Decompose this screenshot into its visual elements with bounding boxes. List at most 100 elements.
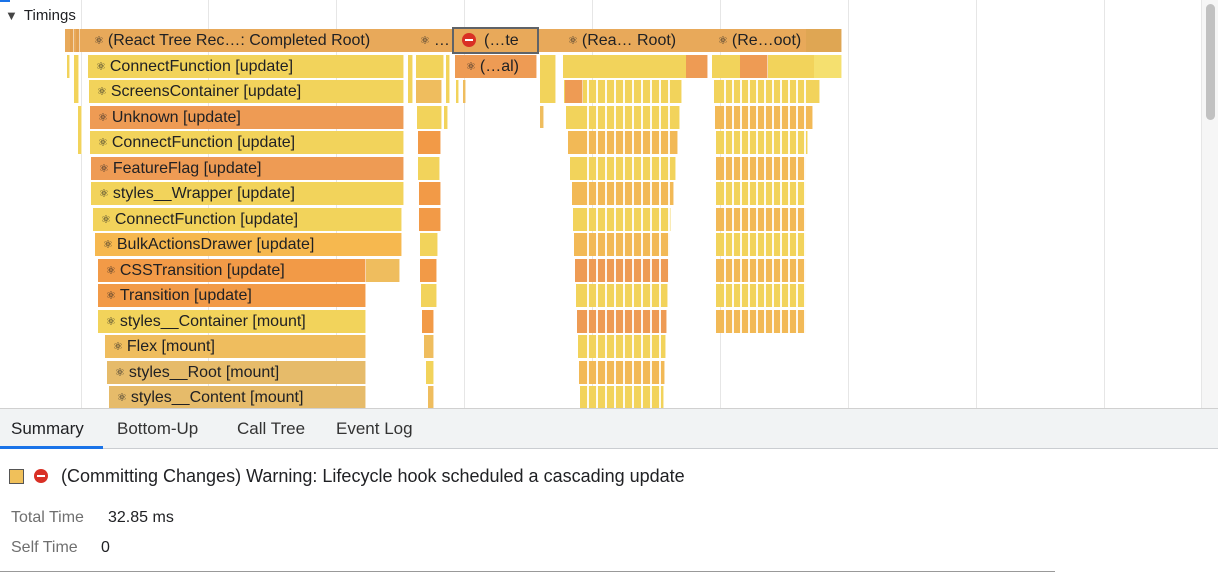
flame-event-flex[interactable]: ⚛ Flex [mount] [105,335,366,358]
flame-slice[interactable] [418,157,440,180]
flame-slice[interactable] [417,106,442,129]
react-icon: ⚛ [96,61,106,73]
flame-slice[interactable] [446,55,450,103]
flame-slice[interactable] [814,55,842,78]
flame-slice[interactable] [93,208,402,231]
flame-slice[interactable] [76,29,80,52]
flame-slice[interactable] [98,259,366,282]
flame-event-root-4[interactable]: ⚛ (Rea… Root) [560,29,700,52]
react-icon: ⚛ [106,290,116,302]
flame-slice[interactable] [90,131,404,154]
flame-slice[interactable] [421,284,437,307]
flame-event-styles-content[interactable]: ⚛ styles__Content [mount] [109,386,366,408]
tab-call-tree[interactable]: Call Tree [237,419,306,438]
flame-slice[interactable] [424,335,434,358]
react-icon: ⚛ [99,188,109,200]
flame-slice[interactable] [420,233,438,256]
flame-event-side[interactable]: ⚛ (…al) [458,55,538,78]
vertical-scrollbar[interactable] [1201,0,1218,408]
tab-event-log[interactable]: Event Log [336,419,413,438]
flame-slice[interactable] [422,310,434,333]
react-icon: ⚛ [94,35,104,47]
flame-slice[interactable] [67,55,70,78]
react-icon: ⚛ [106,316,116,328]
flame-slice[interactable] [428,386,434,408]
flame-slice[interactable] [91,182,404,205]
flame-event-styles-wrapper[interactable]: ⚛ styles__Wrapper [update] [91,182,404,205]
flame-slice[interactable] [90,106,404,129]
grid-line [1104,0,1105,408]
react-icon: ⚛ [718,35,728,47]
flame-slice[interactable] [540,55,556,103]
flame-slice[interactable] [456,80,459,103]
category-color-swatch [9,469,24,484]
flame-event-transition[interactable]: ⚛ Transition [update] [98,284,366,307]
selected-event-outline [452,27,539,54]
flame-event-styles-container[interactable]: ⚛ styles__Container [mount] [98,310,366,333]
flame-event-label: ConnectFunction [update] [109,58,294,75]
flame-slice[interactable] [686,55,708,78]
flame-event-css-transition[interactable]: ⚛ CSSTransition [update] [98,259,366,282]
flame-event-connect-function-2[interactable]: ⚛ ConnectFunction [update] [90,131,404,154]
flame-chart[interactable]: ▼ Timings ⚛ (React Tree Rec…: Completed R… [0,0,1218,408]
flame-slice[interactable] [78,106,82,154]
react-icon: ⚛ [101,214,111,226]
tab-summary[interactable]: Summary [11,419,84,438]
flame-event-unknown[interactable]: ⚛ Unknown [update] [90,106,404,129]
total-time-label: Total Time [11,509,84,526]
grid-line [848,0,849,408]
flame-event-bulk-actions-drawer[interactable]: ⚛ BulkActionsDrawer [update] [95,233,402,256]
flame-event-feature-flag[interactable]: ⚛ FeatureFlag [update] [91,157,404,180]
flame-slice[interactable] [70,29,74,52]
flame-event-root-5[interactable]: ⚛ (Re…oot) [710,29,810,52]
flame-event-completed-root[interactable]: ⚛ (React Tree Rec…: Completed Root) [86,29,410,52]
flame-slice[interactable] [540,106,544,128]
flame-slice[interactable] [89,80,404,103]
flame-slice[interactable] [91,157,404,180]
flame-event-styles-root[interactable]: ⚛ styles__Root [mount] [107,361,366,384]
details-tab-bar: Summary Bottom-Up Call Tree Event Log [0,408,1218,449]
flame-slice[interactable] [408,55,413,103]
collapse-triangle-icon[interactable]: ▼ [5,7,18,23]
flame-slice[interactable] [98,310,366,333]
flame-event-label: Unknown [update] [111,109,241,126]
flame-slice[interactable] [366,259,400,282]
flame-event-label: (React Tree Rec…: Completed Root) [107,32,371,49]
flame-slice[interactable] [74,55,79,103]
flame-event-connect-function-3[interactable]: ⚛ ConnectFunction [update] [93,208,402,231]
timings-track-header[interactable]: ▼ Timings [0,4,80,26]
flame-slice[interactable] [105,335,366,358]
flame-slice[interactable] [95,233,402,256]
tab-bottom-up[interactable]: Bottom-Up [117,419,199,438]
flame-slice[interactable] [806,29,842,52]
flame-slice[interactable] [426,361,434,384]
summary-panel: (Committing Changes) Warning: Lifecycle … [0,449,1218,572]
flame-slice[interactable] [419,208,441,231]
flame-slice[interactable] [740,55,768,78]
flame-slice[interactable] [98,284,366,307]
react-icon: ⚛ [99,163,109,175]
flame-slice[interactable] [455,55,537,78]
flame-slice[interactable] [416,55,444,78]
flame-slice[interactable] [444,106,448,129]
flame-slice[interactable] [107,361,366,384]
total-time-value: 32.85 ms [108,509,174,526]
scrollbar-thumb[interactable] [1206,4,1215,120]
flame-slice[interactable] [420,259,437,282]
flame-event-label: styles__Container [mount] [119,313,306,330]
flame-event-connect-function[interactable]: ⚛ ConnectFunction [update] [88,55,404,78]
warning-stop-icon [462,33,476,47]
flame-event-label: FeatureFlag [update] [112,160,262,177]
react-icon: ⚛ [420,35,430,47]
flame-event-warning[interactable]: (…te [454,29,538,52]
flame-slice[interactable] [418,131,441,154]
react-icon: ⚛ [97,86,107,98]
flame-slice[interactable] [416,80,442,103]
flame-event-screens-container[interactable]: ⚛ ScreensContainer [update] [89,80,404,103]
flame-event-root-2[interactable]: ⚛… [412,29,450,52]
flame-slice[interactable] [88,55,404,78]
flame-slice[interactable] [463,80,466,103]
flame-slice[interactable] [419,182,441,205]
flame-slice[interactable] [109,386,366,408]
grid-line [464,0,465,408]
